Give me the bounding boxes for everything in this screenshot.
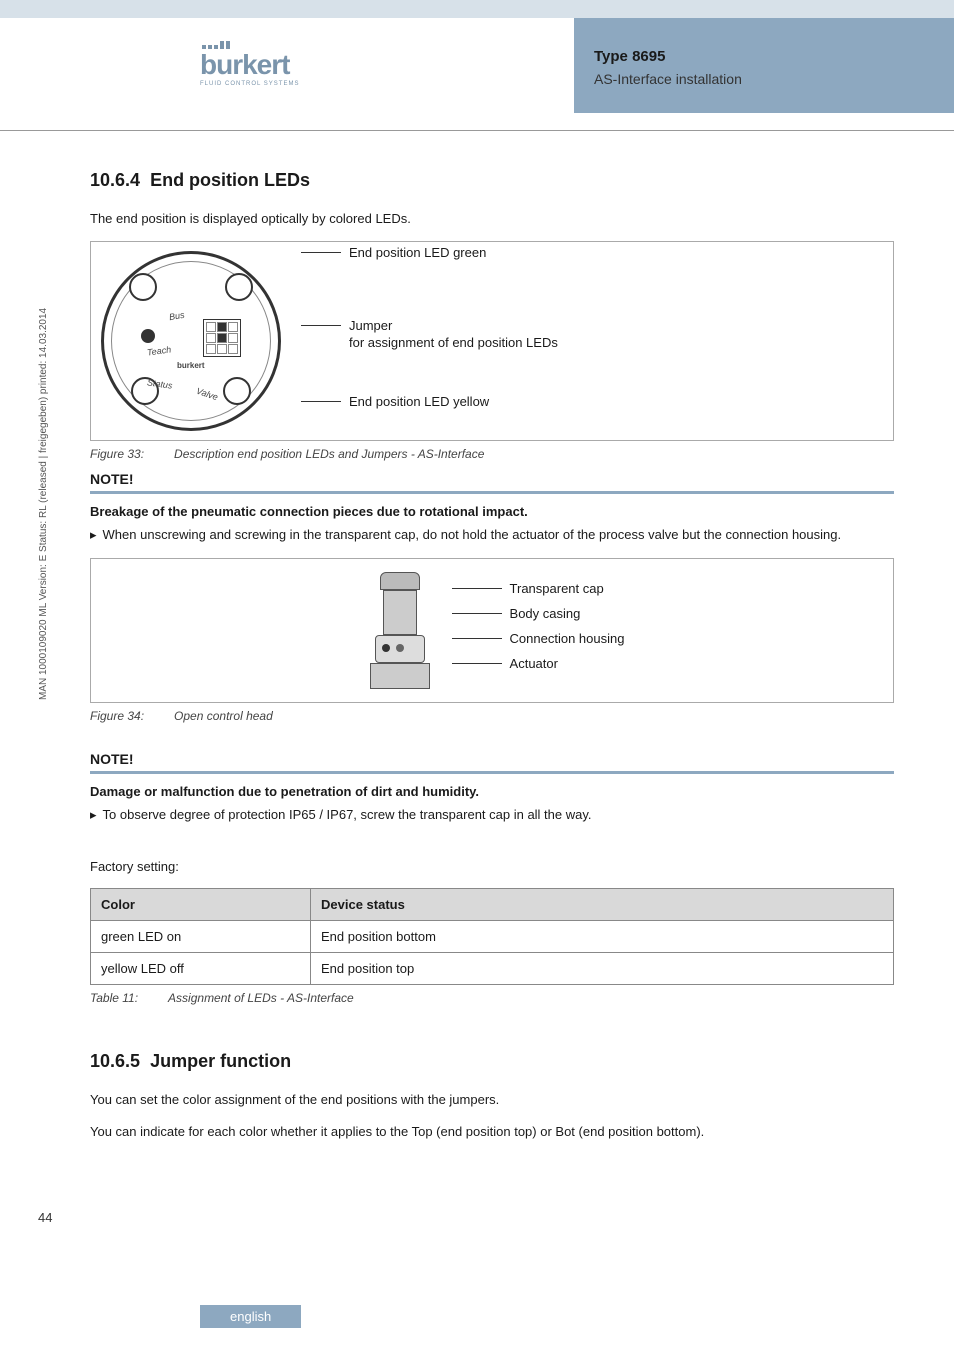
footer-language: english [200,1305,301,1328]
table-num: Table 11: [90,991,138,1005]
section-number: 10.6.4 [90,170,140,190]
section-10-6-5-title: 10.6.5 Jumper function [90,1051,894,1072]
fig-text: Description end position LEDs and Jumper… [174,447,484,461]
led-assignment-table: Color Device status green LED on End pos… [90,888,894,985]
note2-text: To observe degree of protection IP65 / I… [103,805,592,825]
section-10-6-5-p2: You can indicate for each color whether … [90,1122,894,1142]
td-status: End position bottom [311,921,894,953]
section-10-6-5-p1: You can set the color assignment of the … [90,1090,894,1110]
note1-item: ▸ When unscrewing and screwing in the tr… [90,525,894,545]
note2-item: ▸ To observe degree of protection IP65 /… [90,805,894,825]
logo-tagline: FLUID CONTROL SYSTEMS [200,81,299,87]
teach-button-icon [141,329,155,343]
actuator-part-icon [370,663,430,689]
fig-num: Figure 33: [90,447,144,461]
note1-text: When unscrewing and screwing in the tran… [103,525,842,545]
puck-label-brand: burkert [177,361,205,370]
note1-title: NOTE! [90,471,894,487]
section-heading: Jumper function [150,1051,291,1071]
callout-led-green: End position LED green [349,245,486,260]
figure-34: Transparent cap Body casing Connection h… [90,558,894,703]
callout-jumper-desc: for assignment of end position LEDs [349,335,558,350]
note1-subtitle: Breakage of the pneumatic connection pie… [90,504,894,519]
fig-text: Open control head [174,709,273,723]
fig-num: Figure 34: [90,709,144,723]
sidebar-meta: MAN 1000109020 ML Version: E Status: RL … [38,308,49,700]
type-label: Type 8695 [594,48,894,65]
led-green-lens [225,273,253,301]
label-body: Body casing [510,606,581,621]
label-conn: Connection housing [510,631,625,646]
led-lens [129,273,157,301]
header-block: Type 8695 AS-Interface installation [574,18,954,113]
th-status: Device status [311,889,894,921]
logo: burkert FLUID CONTROL SYSTEMS [200,45,299,87]
page-number: 44 [38,1210,52,1225]
puck-label-bus: Bus [168,309,185,322]
device-top-view: Bus Teach Status Valve burkert [101,251,281,431]
table-text: Assignment of LEDs - AS-Interface [168,991,354,1005]
figure-33-callouts: End position LED green Jumper for assign… [301,253,883,429]
logo-text: burkert [200,51,299,79]
note2-title: NOTE! [90,751,894,767]
figure-33-caption: Figure 33: Description end position LEDs … [90,447,894,461]
label-act: Actuator [510,656,558,671]
section-number: 10.6.5 [90,1051,140,1071]
jumper-block-icon [203,319,241,357]
figure-33: Bus Teach Status Valve burkert End posit… [90,241,894,441]
arrow-icon: ▸ [90,805,97,825]
callout-led-yellow: End position LED yellow [349,394,489,409]
td-status: End position top [311,953,894,985]
label-cap: Transparent cap [510,581,604,596]
table-header-row: Color Device status [91,889,894,921]
note-bar [90,491,894,494]
callout-jumper: Jumper [349,318,392,333]
note-bar [90,771,894,774]
top-bar [0,0,954,18]
body-part-icon [383,590,417,635]
figure-34-callouts: Transparent cap Body casing Connection h… [452,581,625,681]
section-heading: End position LEDs [150,170,310,190]
td-color: yellow LED off [91,953,311,985]
cap-part-icon [380,572,420,590]
td-color: green LED on [91,921,311,953]
header-subtitle: AS-Interface installation [594,71,894,87]
table-row: yellow LED off End position top [91,953,894,985]
connection-part-icon [375,635,425,663]
section-10-6-4-title: 10.6.4 End position LEDs [90,170,894,191]
table-row: green LED on End position bottom [91,921,894,953]
led-yellow-lens [223,377,251,405]
section-intro: The end position is displayed optically … [90,209,894,229]
figure-34-caption: Figure 34: Open control head [90,709,894,723]
factory-setting-label: Factory setting: [90,857,894,877]
arrow-icon: ▸ [90,525,97,545]
table-11-caption: Table 11: Assignment of LEDs - AS-Interfa… [90,991,894,1005]
header-rule [0,130,954,131]
th-color: Color [91,889,311,921]
note2-subtitle: Damage or malfunction due to penetration… [90,784,894,799]
device-side-view [360,572,440,689]
